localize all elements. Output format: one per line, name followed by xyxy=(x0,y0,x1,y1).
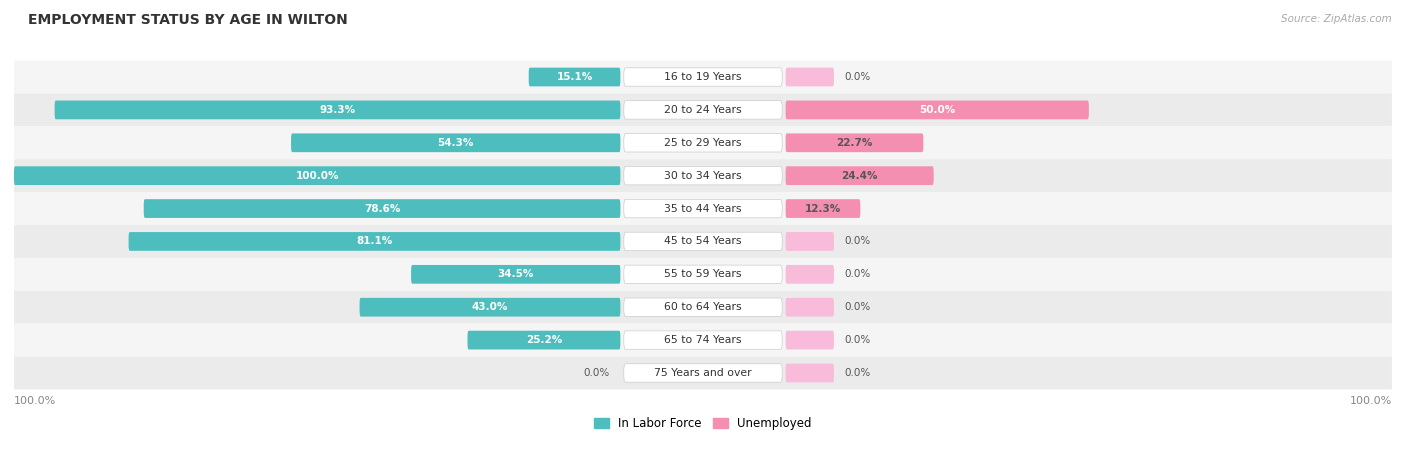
Text: 30 to 34 Years: 30 to 34 Years xyxy=(664,171,742,180)
Text: 20 to 24 Years: 20 to 24 Years xyxy=(664,105,742,115)
Text: 0.0%: 0.0% xyxy=(844,72,870,82)
Text: 0.0%: 0.0% xyxy=(844,368,870,378)
FancyBboxPatch shape xyxy=(624,101,782,119)
FancyBboxPatch shape xyxy=(786,364,834,382)
FancyBboxPatch shape xyxy=(128,232,620,251)
Text: 34.5%: 34.5% xyxy=(498,270,534,279)
FancyBboxPatch shape xyxy=(14,225,1392,258)
Text: 25 to 29 Years: 25 to 29 Years xyxy=(664,138,742,148)
FancyBboxPatch shape xyxy=(624,331,782,349)
FancyBboxPatch shape xyxy=(14,159,1392,192)
FancyBboxPatch shape xyxy=(786,100,1088,119)
FancyBboxPatch shape xyxy=(14,258,1392,291)
Text: 15.1%: 15.1% xyxy=(557,72,593,82)
FancyBboxPatch shape xyxy=(624,134,782,152)
FancyBboxPatch shape xyxy=(55,100,620,119)
Text: 45 to 54 Years: 45 to 54 Years xyxy=(664,236,742,247)
FancyBboxPatch shape xyxy=(786,68,834,86)
Text: 100.0%: 100.0% xyxy=(295,171,339,180)
FancyBboxPatch shape xyxy=(624,166,782,185)
Text: Source: ZipAtlas.com: Source: ZipAtlas.com xyxy=(1281,14,1392,23)
Text: 78.6%: 78.6% xyxy=(364,203,401,214)
FancyBboxPatch shape xyxy=(786,133,924,152)
FancyBboxPatch shape xyxy=(291,133,620,152)
Text: 25.2%: 25.2% xyxy=(526,335,562,345)
Text: 0.0%: 0.0% xyxy=(844,302,870,312)
FancyBboxPatch shape xyxy=(360,298,620,317)
Text: 100.0%: 100.0% xyxy=(1350,396,1392,406)
Text: 12.3%: 12.3% xyxy=(804,203,841,214)
Text: 65 to 74 Years: 65 to 74 Years xyxy=(664,335,742,345)
Text: 43.0%: 43.0% xyxy=(472,302,508,312)
Text: 81.1%: 81.1% xyxy=(356,236,392,247)
Text: 35 to 44 Years: 35 to 44 Years xyxy=(664,203,742,214)
FancyBboxPatch shape xyxy=(14,324,1392,356)
Legend: In Labor Force, Unemployed: In Labor Force, Unemployed xyxy=(589,412,817,435)
Text: 16 to 19 Years: 16 to 19 Years xyxy=(664,72,742,82)
FancyBboxPatch shape xyxy=(529,68,620,86)
Text: 54.3%: 54.3% xyxy=(437,138,474,148)
Text: 75 Years and over: 75 Years and over xyxy=(654,368,752,378)
FancyBboxPatch shape xyxy=(786,232,834,251)
FancyBboxPatch shape xyxy=(786,331,834,350)
FancyBboxPatch shape xyxy=(624,364,782,382)
FancyBboxPatch shape xyxy=(624,298,782,316)
FancyBboxPatch shape xyxy=(411,265,620,284)
Text: 0.0%: 0.0% xyxy=(844,335,870,345)
FancyBboxPatch shape xyxy=(786,298,834,317)
Text: 50.0%: 50.0% xyxy=(920,105,955,115)
FancyBboxPatch shape xyxy=(786,265,834,284)
Text: 93.3%: 93.3% xyxy=(319,105,356,115)
FancyBboxPatch shape xyxy=(467,331,620,350)
Text: EMPLOYMENT STATUS BY AGE IN WILTON: EMPLOYMENT STATUS BY AGE IN WILTON xyxy=(28,14,347,27)
Text: 60 to 64 Years: 60 to 64 Years xyxy=(664,302,742,312)
FancyBboxPatch shape xyxy=(786,166,934,185)
Text: 55 to 59 Years: 55 to 59 Years xyxy=(664,270,742,279)
FancyBboxPatch shape xyxy=(624,232,782,251)
Text: 24.4%: 24.4% xyxy=(841,171,877,180)
Text: 100.0%: 100.0% xyxy=(14,396,56,406)
Text: 0.0%: 0.0% xyxy=(583,368,610,378)
Text: 0.0%: 0.0% xyxy=(844,270,870,279)
FancyBboxPatch shape xyxy=(624,265,782,284)
FancyBboxPatch shape xyxy=(14,291,1392,324)
Text: 22.7%: 22.7% xyxy=(837,138,873,148)
FancyBboxPatch shape xyxy=(143,199,620,218)
FancyBboxPatch shape xyxy=(14,166,620,185)
FancyBboxPatch shape xyxy=(14,61,1392,94)
FancyBboxPatch shape xyxy=(14,126,1392,159)
FancyBboxPatch shape xyxy=(624,68,782,86)
Text: 0.0%: 0.0% xyxy=(844,236,870,247)
FancyBboxPatch shape xyxy=(624,199,782,218)
FancyBboxPatch shape xyxy=(786,199,860,218)
FancyBboxPatch shape xyxy=(14,94,1392,126)
FancyBboxPatch shape xyxy=(14,192,1392,225)
FancyBboxPatch shape xyxy=(14,356,1392,389)
